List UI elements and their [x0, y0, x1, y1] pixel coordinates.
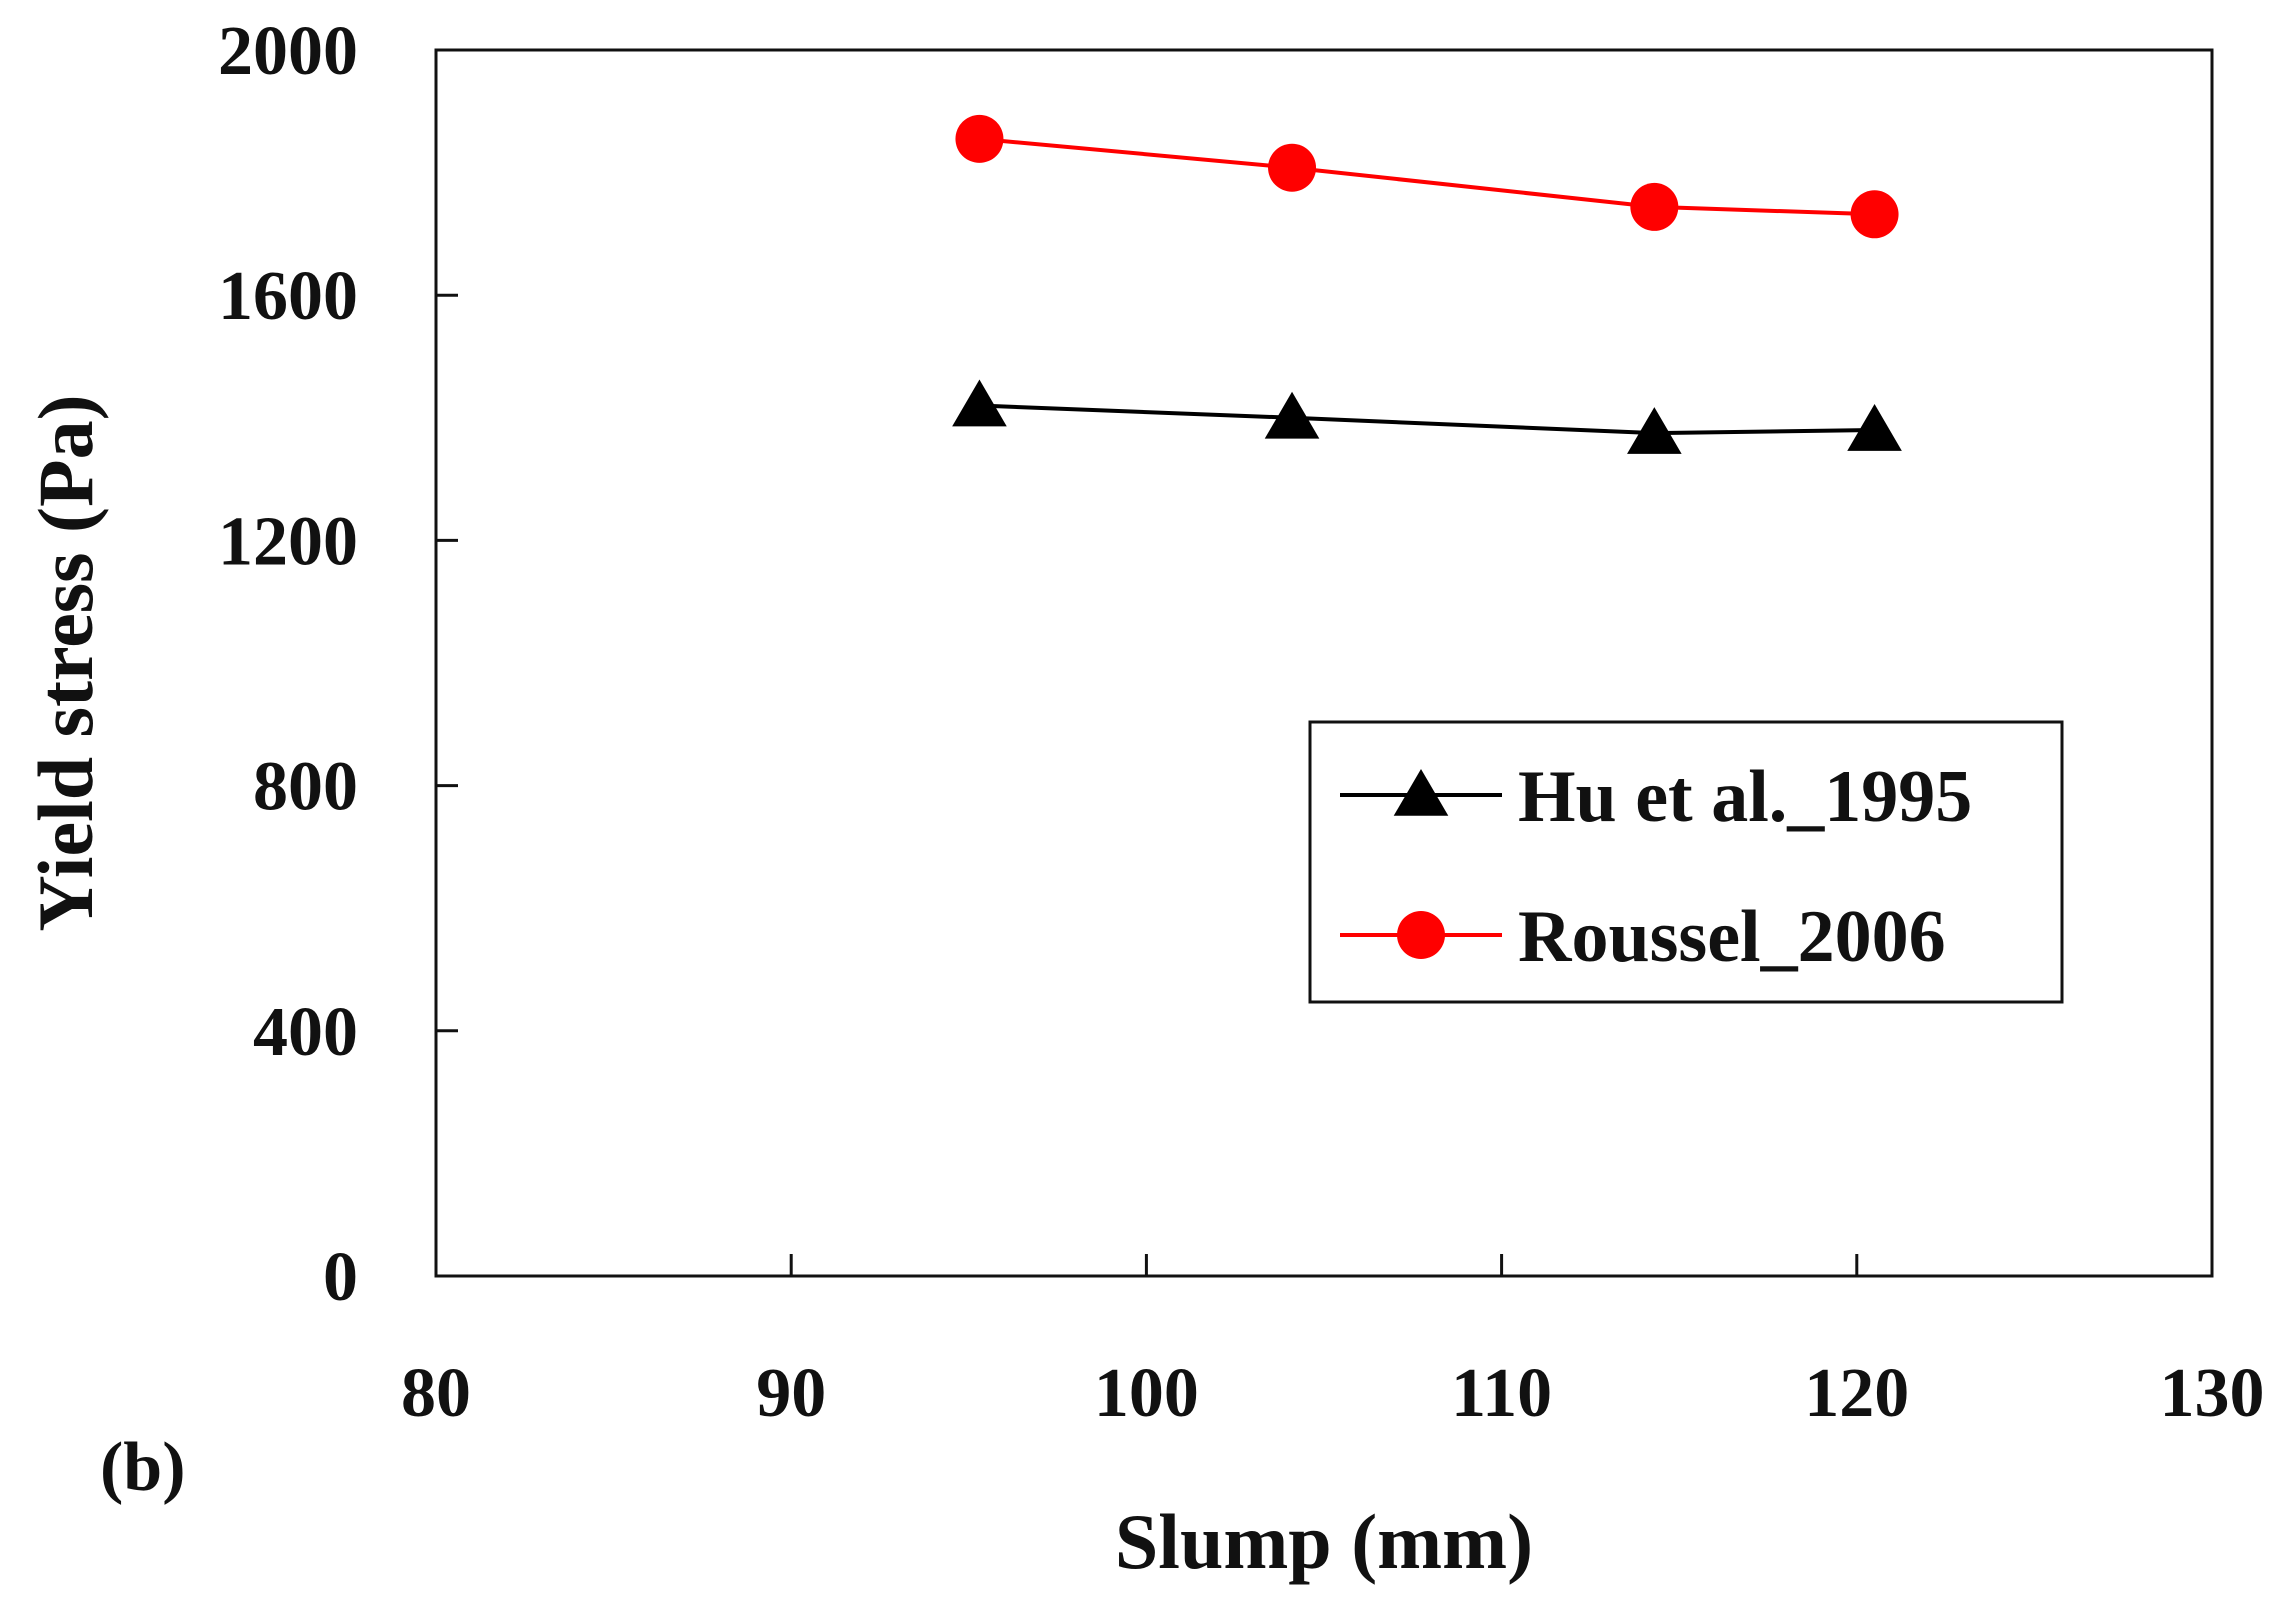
- x-tick-label: 90: [756, 1355, 826, 1432]
- x-tick-label: 130: [2160, 1355, 2265, 1432]
- ticks-layer: 80 90 100 110 120 130 0 400 800 1200 1600 2000: [218, 13, 2265, 1432]
- data-point-roussel-2006: [1850, 190, 1899, 239]
- y-tick-label: 2000: [218, 13, 358, 90]
- data-point-hu-et-al-1995: [1847, 404, 1902, 451]
- y-tick-label: 800: [253, 749, 358, 826]
- legend-frame: [1308, 720, 2064, 1004]
- legend-marker-roussel-2006: [1397, 911, 1445, 959]
- legend-marker-hu-et-al-1995: [1393, 769, 1449, 816]
- legend: Hu et al._1995 Roussel_2006: [1308, 720, 2064, 1004]
- y-tick-label: 1200: [218, 503, 358, 580]
- x-tick-label: 110: [1451, 1355, 1552, 1432]
- series-line-roussel-2006: [979, 136, 1875, 217]
- data-point-roussel-2006: [955, 114, 1004, 163]
- data-point-hu-et-al-1995: [952, 379, 1007, 427]
- series-line-hu-et-al-1995: [979, 403, 1875, 436]
- data-point-hu-et-al-1995: [1627, 407, 1682, 454]
- y-tick-label: 400: [253, 994, 358, 1071]
- x-tick-label: 120: [1804, 1355, 1909, 1432]
- y-axis-title: Yield stress (Pa): [22, 394, 109, 931]
- y-tick-label: 0: [323, 1239, 358, 1316]
- data-point-roussel-2006: [1268, 143, 1317, 192]
- data-point-hu-et-al-1995: [1264, 391, 1320, 439]
- legend-label-roussel-2006: Roussel_2006: [1518, 896, 1946, 978]
- series-layer: [952, 114, 1902, 454]
- x-tick-label: 100: [1094, 1355, 1199, 1432]
- legend-label-hu-et-al-1995: Hu et al._1995: [1518, 756, 1972, 838]
- x-axis-title: Slump (mm): [1115, 1498, 1533, 1585]
- panel-label: (b): [100, 1429, 186, 1506]
- plot-area-frame: [434, 48, 2214, 1278]
- y-tick-label: 1600: [218, 258, 358, 335]
- x-tick-label: 80: [401, 1355, 471, 1432]
- data-point-roussel-2006: [1630, 182, 1679, 231]
